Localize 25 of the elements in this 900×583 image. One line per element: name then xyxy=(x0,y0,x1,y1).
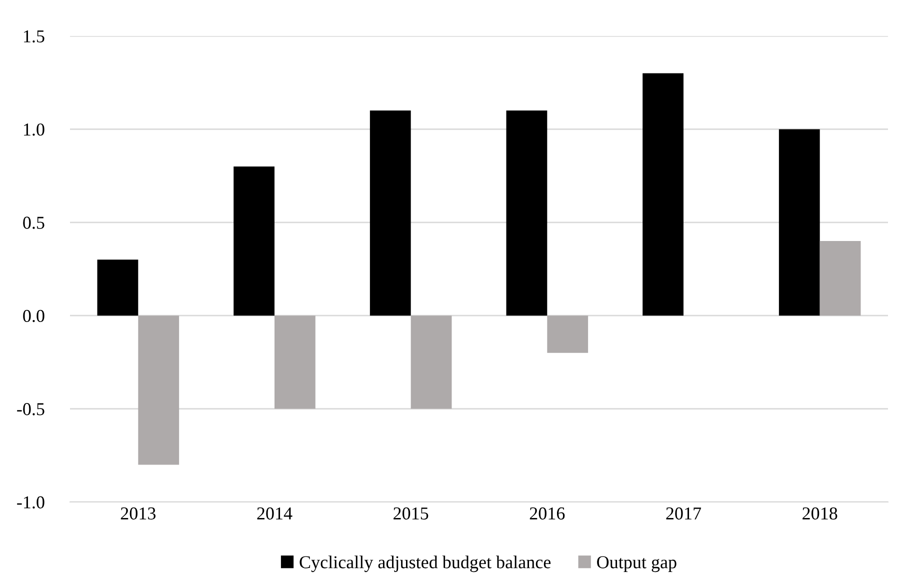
y-tick-label: 1.5 xyxy=(24,30,44,43)
y-tick-label: 0.0 xyxy=(23,310,44,322)
x-tick-label: 2015 xyxy=(394,507,428,520)
y-tick-label: 0.5 xyxy=(23,216,44,229)
bar xyxy=(97,260,138,316)
x-tick-label: 2014 xyxy=(257,507,292,520)
x-tick-label: 2017 xyxy=(666,507,702,520)
bar xyxy=(234,166,274,316)
bar xyxy=(370,110,411,316)
y-tick-label: -1.0 xyxy=(17,496,44,509)
y-tick-label: -0.5 xyxy=(17,403,44,416)
bar xyxy=(820,241,861,316)
bar xyxy=(274,316,316,409)
bar xyxy=(138,316,180,465)
x-tick-label: 2018 xyxy=(802,507,838,520)
bar xyxy=(547,316,588,353)
bar xyxy=(410,316,452,409)
bar xyxy=(778,129,820,316)
legend-label: Output gap xyxy=(597,556,676,572)
legend-label: Cyclically adjusted budget balance xyxy=(300,556,551,572)
x-tick-label: 2013 xyxy=(120,507,156,520)
bar xyxy=(642,73,684,316)
y-tick-label: 1.0 xyxy=(24,123,44,136)
bar xyxy=(506,110,548,316)
x-tick-label: 2016 xyxy=(530,507,565,520)
